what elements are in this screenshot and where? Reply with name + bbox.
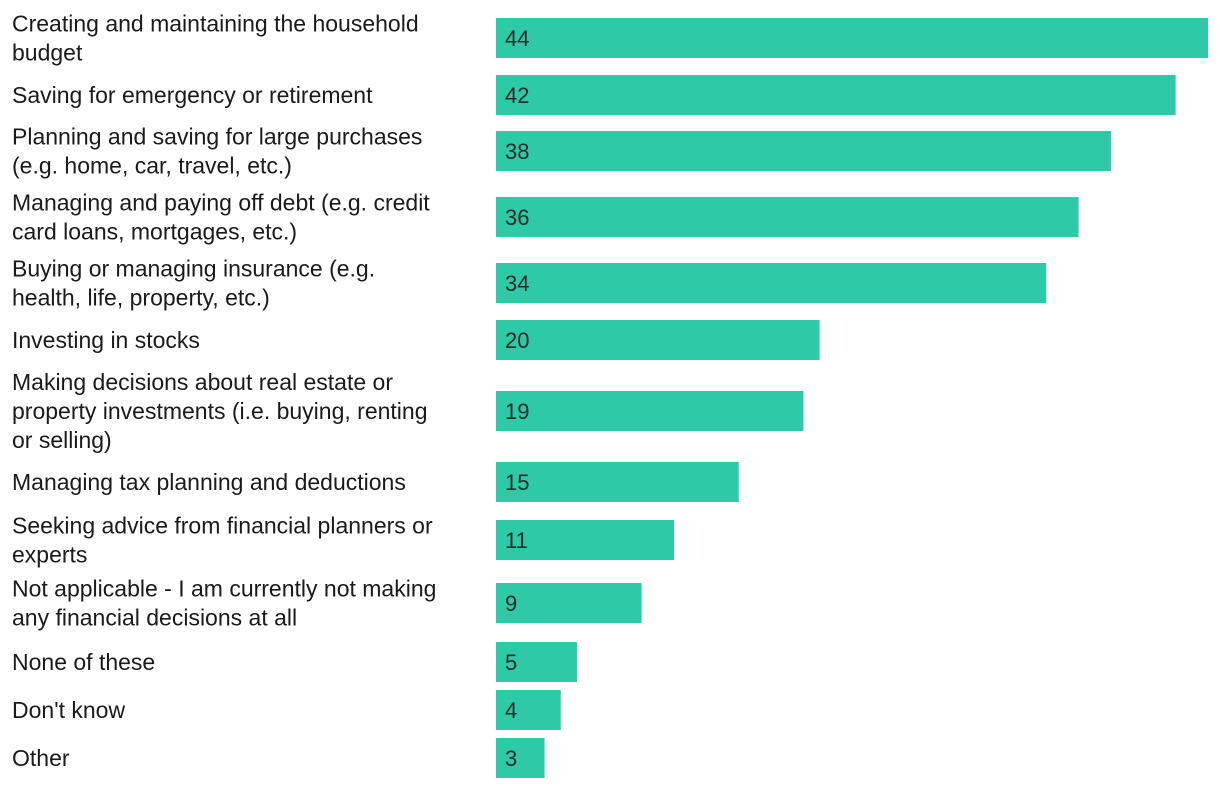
category-label-0-line-1: budget	[12, 40, 83, 66]
category-label-8-line-1: experts	[12, 542, 87, 568]
value-label-9: 9	[505, 591, 517, 616]
bar-6	[496, 391, 804, 431]
category-label-2-line-1: (e.g. home, car, travel, etc.)	[12, 153, 292, 179]
bar-0	[496, 18, 1208, 58]
category-label-4-line-0: Buying or managing insurance (e.g.	[12, 256, 375, 282]
value-label-5: 20	[505, 328, 529, 353]
category-label-10-line-0: None of these	[12, 649, 155, 675]
category-label-4: Buying or managing insurance (e.g. health…	[12, 256, 375, 311]
bar-5	[496, 320, 820, 360]
category-label-9-line-0: Not applicable - I am currently not maki…	[12, 576, 436, 602]
bar-3	[496, 197, 1079, 237]
category-label-12: Other	[12, 745, 70, 771]
value-label-6: 19	[505, 399, 529, 424]
category-label-8-line-0: Seeking advice from financial planners o…	[12, 513, 433, 539]
bar-1	[496, 75, 1176, 115]
bars-layer	[496, 18, 1208, 778]
value-label-2: 38	[505, 139, 529, 164]
bar-9	[496, 583, 642, 623]
bar-4	[496, 263, 1047, 303]
category-label-3-line-0: Managing and paying off debt (e.g. credi…	[12, 190, 430, 216]
category-label-0-line-0: Creating and maintaining the household	[12, 11, 419, 37]
bar-2	[496, 131, 1111, 171]
value-label-4: 34	[505, 271, 529, 296]
value-label-12: 3	[505, 746, 517, 771]
category-label-6-line-1: property investments (i.e. buying, renti…	[12, 398, 427, 424]
category-label-0: Creating and maintaining the household bu…	[12, 11, 419, 66]
value-label-0: 44	[505, 26, 529, 51]
category-labels-layer: Creating and maintaining the household bu…	[12, 11, 436, 772]
bar-7	[496, 462, 739, 502]
bar-10	[496, 642, 577, 682]
bar-11	[496, 690, 561, 730]
category-label-8: Seeking advice from financial planners o…	[12, 513, 433, 568]
category-label-9-line-1: any financial decisions at all	[12, 605, 297, 631]
category-label-10: None of these	[12, 649, 155, 675]
value-labels-layer: 44 42 38 36 34 20 19 15 11 9 5 4 3	[505, 26, 529, 771]
category-label-6-line-0: Making decisions about real estate or	[12, 369, 393, 395]
category-label-5-line-0: Investing in stocks	[12, 327, 200, 353]
category-label-9: Not applicable - I am currently not maki…	[12, 576, 436, 631]
category-label-3: Managing and paying off debt (e.g. credi…	[12, 190, 430, 245]
category-label-12-line-0: Other	[12, 745, 70, 771]
value-label-7: 15	[505, 470, 529, 495]
category-label-2-line-0: Planning and saving for large purchases	[12, 124, 422, 150]
bar-8	[496, 520, 674, 560]
category-label-11: Don't know	[12, 697, 125, 723]
value-label-11: 4	[505, 698, 517, 723]
category-label-2: Planning and saving for large purchases (…	[12, 124, 422, 179]
bar-12	[496, 738, 545, 778]
category-label-6-line-2: or selling)	[12, 427, 112, 453]
category-label-6: Making decisions about real estate or pro…	[12, 369, 427, 453]
value-label-1: 42	[505, 83, 529, 108]
value-label-3: 36	[505, 205, 529, 230]
category-label-5: Investing in stocks	[12, 327, 200, 353]
category-label-1: Saving for emergency or retirement	[12, 82, 373, 108]
category-label-7: Managing tax planning and deductions	[12, 469, 406, 495]
category-label-11-line-0: Don't know	[12, 697, 125, 723]
category-label-3-line-1: card loans, mortgages, etc.)	[12, 219, 297, 245]
category-label-7-line-0: Managing tax planning and deductions	[12, 469, 406, 495]
value-label-8: 11	[505, 528, 528, 553]
category-label-1-line-0: Saving for emergency or retirement	[12, 82, 373, 108]
value-label-10: 5	[505, 650, 517, 675]
category-label-4-line-1: health, life, property, etc.)	[12, 285, 270, 311]
